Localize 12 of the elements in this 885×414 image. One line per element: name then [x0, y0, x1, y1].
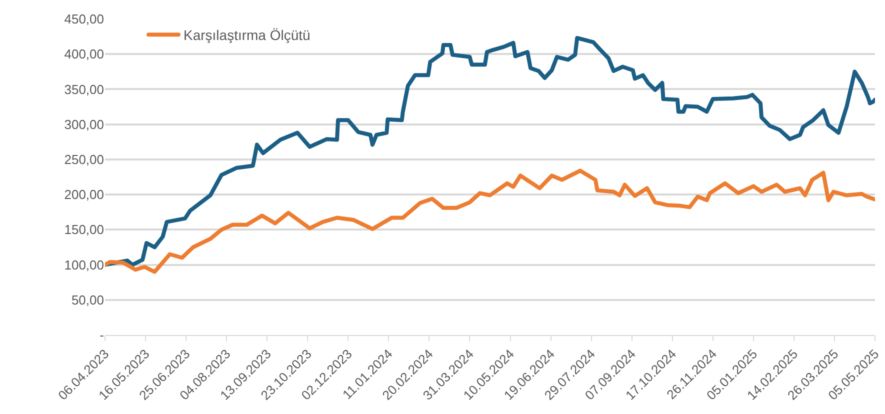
line-series	[105, 168, 875, 274]
legend-label: Karşılaştırma Ölçütü	[184, 27, 310, 44]
y-tick-label: 450,00	[64, 12, 104, 27]
y-tick-label: 200,00	[64, 187, 104, 202]
y-tick-label: -	[100, 328, 104, 343]
y-tick-label: 150,00	[64, 222, 104, 238]
y-tick-label: 250,00	[64, 152, 104, 167]
y-tick-label: 100,00	[64, 257, 104, 272]
y-tick-label: 400,00	[64, 46, 104, 62]
y-tick-label: 350,00	[64, 82, 104, 97]
y-tick-label: 50,00	[71, 292, 104, 308]
y-tick-label: 300,00	[64, 116, 104, 132]
